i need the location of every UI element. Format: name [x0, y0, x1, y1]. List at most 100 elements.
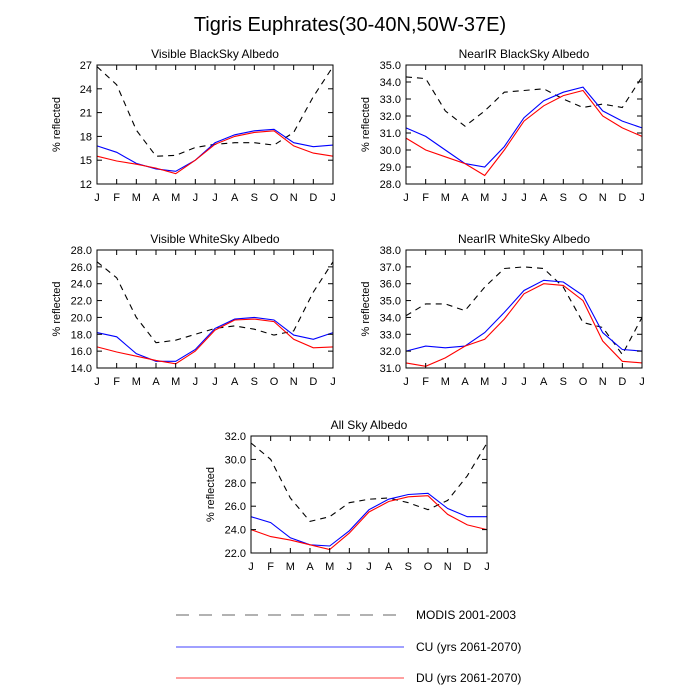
- x-tick-label: J: [193, 376, 199, 388]
- x-tick-label: J: [193, 192, 199, 204]
- x-tick-label: J: [639, 376, 645, 388]
- y-tick-label: 33.0: [380, 94, 401, 106]
- y-tick-label: 24.0: [225, 525, 246, 537]
- x-tick-label: A: [306, 561, 314, 573]
- y-tick-label: 28.0: [71, 245, 92, 257]
- x-tick-label: A: [540, 192, 548, 204]
- legend-label-du: DU (yrs 2061-2070): [416, 671, 521, 685]
- x-tick-label: A: [152, 376, 160, 388]
- x-tick-label: J: [330, 192, 336, 204]
- y-tick-label: 35.0: [380, 296, 401, 308]
- x-tick-label: A: [385, 561, 393, 573]
- x-tick-label: J: [212, 192, 218, 204]
- figure-title: Tigris Euphrates(30-40N,50W-37E): [194, 14, 506, 36]
- x-tick-label: J: [366, 561, 372, 573]
- series-line-du: [405, 283, 643, 367]
- series-line-cu: [405, 279, 643, 352]
- legend-label-modis: MODIS 2001-2003: [416, 608, 516, 622]
- y-tick-label: 32.0: [380, 346, 401, 358]
- x-tick-label: D: [618, 376, 626, 388]
- series-line-modis: [250, 442, 488, 523]
- x-tick-label: J: [403, 192, 409, 204]
- y-tick-label: 29.0: [380, 162, 401, 174]
- x-tick-label: O: [270, 376, 279, 388]
- y-tick-label: 18: [80, 131, 92, 143]
- y-tick-label: 26.0: [225, 501, 246, 513]
- legend: MODIS 2001-2003 CU (yrs 2061-2070) DU (y…: [176, 608, 521, 685]
- y-tick-label: 38.0: [380, 245, 401, 257]
- x-tick-label: N: [444, 561, 452, 573]
- y-tick-label: 16.0: [71, 346, 92, 358]
- x-tick-label: J: [502, 192, 508, 204]
- series-line-du: [96, 130, 334, 175]
- x-tick-label: J: [212, 376, 218, 388]
- y-tick-label: 32.0: [225, 431, 246, 443]
- x-tick-label: M: [480, 192, 489, 204]
- y-tick-label: 36.0: [380, 279, 401, 291]
- panel-title: Visible WhiteSky Albedo: [150, 232, 280, 246]
- x-tick-label: S: [251, 376, 258, 388]
- series-line-cu: [250, 492, 487, 547]
- y-tick-label: 14.0: [71, 363, 92, 375]
- x-tick-label: D: [618, 192, 626, 204]
- x-tick-label: A: [231, 192, 239, 204]
- x-tick-label: O: [270, 192, 279, 204]
- x-tick-label: A: [461, 376, 469, 388]
- series-line-modis: [405, 266, 643, 356]
- x-tick-label: O: [579, 192, 588, 204]
- x-tick-label: F: [422, 192, 429, 204]
- series-line-modis: [96, 261, 334, 344]
- y-tick-label: 15: [80, 155, 92, 167]
- y-tick-label: 22.0: [71, 296, 92, 308]
- y-axis-label: % reflected: [51, 281, 63, 336]
- x-tick-label: A: [231, 376, 239, 388]
- plot-frame: [96, 64, 334, 185]
- panel-title: NearIR BlackSky Albedo: [459, 47, 590, 61]
- y-tick-label: 31.0: [380, 128, 401, 140]
- x-tick-label: M: [480, 376, 489, 388]
- series-line-modis: [405, 76, 643, 127]
- x-tick-label: M: [132, 376, 141, 388]
- y-tick-label: 18.0: [71, 329, 92, 341]
- x-tick-label: J: [502, 376, 508, 388]
- x-tick-label: N: [290, 192, 298, 204]
- x-tick-label: J: [521, 192, 527, 204]
- series-line-du: [405, 89, 643, 177]
- x-tick-label: J: [403, 376, 409, 388]
- y-tick-label: 20.0: [71, 312, 92, 324]
- y-axis-label: % reflected: [205, 467, 217, 522]
- x-tick-label: N: [290, 376, 298, 388]
- x-tick-label: O: [579, 376, 588, 388]
- y-tick-label: 30.0: [225, 454, 246, 466]
- x-tick-label: J: [248, 561, 254, 573]
- panel-title: NearIR WhiteSky Albedo: [458, 232, 590, 246]
- y-tick-label: 24.0: [71, 279, 92, 291]
- legend-label-cu: CU (yrs 2061-2070): [416, 640, 521, 654]
- plot-frame: [405, 64, 643, 185]
- series-line-cu: [405, 86, 643, 168]
- x-tick-label: A: [152, 192, 160, 204]
- y-axis-label: % reflected: [360, 281, 372, 336]
- x-tick-label: S: [560, 376, 567, 388]
- x-tick-label: J: [639, 192, 645, 204]
- x-tick-label: S: [405, 561, 412, 573]
- x-tick-label: F: [113, 192, 120, 204]
- x-tick-label: M: [171, 376, 180, 388]
- x-tick-label: J: [94, 376, 100, 388]
- x-tick-label: J: [94, 192, 100, 204]
- x-tick-label: D: [309, 376, 317, 388]
- panel-title: Visible BlackSky Albedo: [151, 47, 279, 61]
- y-tick-label: 28.0: [380, 179, 401, 191]
- x-tick-label: A: [540, 376, 548, 388]
- series-line-cu: [96, 128, 334, 172]
- y-tick-label: 33.0: [380, 329, 401, 341]
- x-tick-label: S: [251, 192, 258, 204]
- y-tick-label: 37.0: [380, 262, 401, 274]
- x-tick-label: M: [441, 192, 450, 204]
